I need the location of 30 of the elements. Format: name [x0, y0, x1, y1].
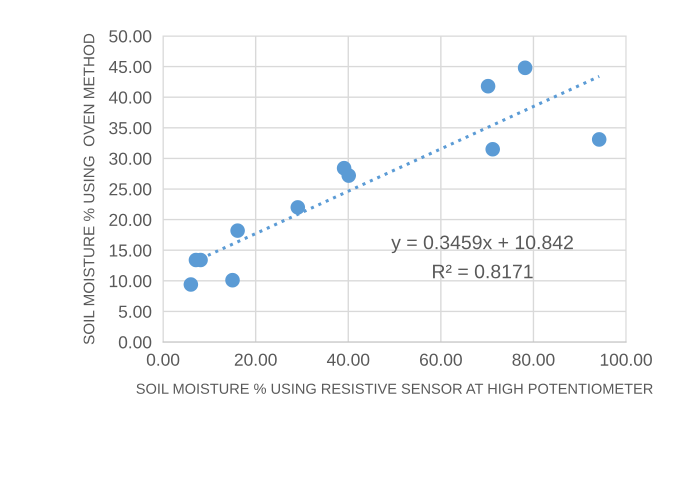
y-tick-label: 20.00 — [109, 214, 152, 226]
point — [184, 277, 198, 292]
y-tick-label: 5.00 — [118, 306, 152, 318]
y-tick-label: 15.00 — [110, 244, 152, 257]
x-tick-label: 80.00 — [512, 354, 554, 366]
point — [480, 78, 496, 94]
x-axis-title: SOIL MOISTURE % USING RESISTIVE SENSOR AT HIGH POTENTIOMETER — [136, 384, 653, 394]
x-tick-label: 0.00 — [146, 354, 180, 366]
y-tick-label: 0.00 — [118, 336, 152, 348]
annotation: y = 0.3459x + 10.842 — [391, 236, 573, 254]
point — [592, 132, 606, 147]
point — [341, 168, 356, 183]
point — [485, 142, 500, 157]
y-tick-label: 50.00 — [109, 30, 152, 42]
x-tick-label: 20.00 — [234, 354, 277, 366]
point — [225, 272, 240, 288]
y-axis-title: SOIL MOISTURE % USING OVEN METHOD — [84, 34, 94, 344]
y-tick-label: 45.00 — [108, 60, 152, 74]
x-tick-label: 60.00 — [420, 354, 462, 366]
x-tick-label: 40.00 — [326, 354, 370, 366]
annotation: R² = 0.8171 — [433, 264, 533, 278]
point — [290, 200, 306, 215]
point — [230, 223, 245, 238]
y-tick-label: 30.00 — [109, 152, 152, 165]
x-tick-label: 100.00 — [600, 354, 652, 366]
y-tick-label: 25.00 — [109, 183, 152, 196]
y-tick-label: 40.00 — [108, 91, 152, 104]
y-tick-label: 10.00 — [110, 274, 152, 288]
y-tick-label: 35.00 — [109, 122, 152, 134]
point — [518, 60, 532, 76]
